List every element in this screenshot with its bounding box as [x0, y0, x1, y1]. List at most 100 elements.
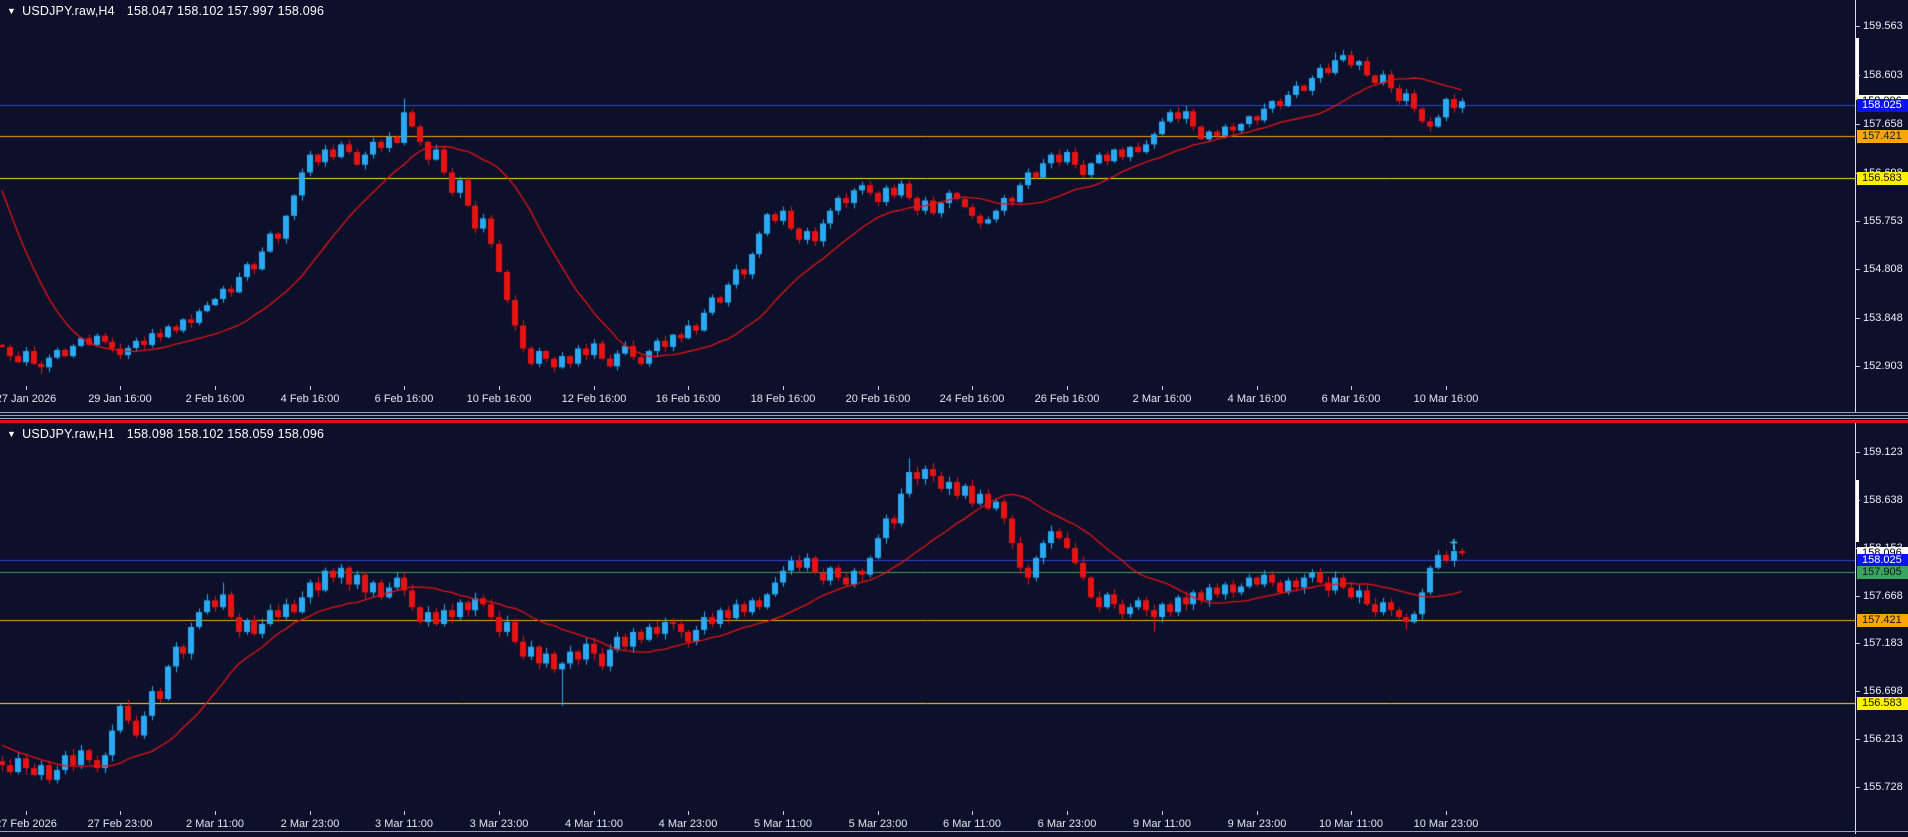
- time-label: 6 Mar 16:00: [1321, 393, 1381, 405]
- price-tick-dash: [1856, 26, 1860, 27]
- time-tick-dash: [215, 811, 216, 815]
- price-tick-dash: [1856, 318, 1860, 319]
- time-label: 26 Feb 16:00: [1034, 393, 1100, 405]
- time-label: 2 Mar 23:00: [280, 818, 340, 830]
- window-splitter[interactable]: [0, 412, 1908, 421]
- time-tick-dash: [1067, 811, 1068, 815]
- price-tick-dash: [1856, 124, 1860, 125]
- price-tick-dash: [1856, 643, 1860, 644]
- level-price-box: 158.025: [1857, 554, 1908, 567]
- time-label: 16 Feb 16:00: [655, 393, 721, 405]
- time-tick-dash: [310, 386, 311, 390]
- time-tick-dash: [1257, 386, 1258, 390]
- time-tick-dash: [499, 386, 500, 390]
- price-scale-label: 156.698: [1863, 685, 1903, 697]
- time-label: 3 Mar 11:00: [375, 818, 433, 830]
- time-label: 27 Feb 2026: [0, 818, 57, 830]
- time-label: 6 Mar 11:00: [943, 818, 1001, 830]
- price-scale-label: 155.728: [1863, 781, 1903, 793]
- time-label: 2 Mar 16:00: [1132, 393, 1192, 405]
- time-tick-dash: [26, 811, 27, 815]
- time-tick-dash: [688, 386, 689, 390]
- level-price-box: 157.421: [1857, 614, 1908, 627]
- time-label: 20 Feb 16:00: [845, 393, 911, 405]
- chart-window-h1: ▼ USDJPY.raw,H1 158.098 158.102 158.059 15…: [0, 423, 1908, 834]
- h4-symbol-period: USDJPY.raw,H4: [22, 4, 115, 18]
- scale-range-strip: [1856, 480, 1859, 542]
- time-tick-dash: [972, 811, 973, 815]
- price-scale-label: 155.753: [1863, 215, 1903, 227]
- price-scale-label: 157.658: [1863, 118, 1903, 130]
- time-label: 4 Mar 11:00: [565, 818, 623, 830]
- h1-price-scale[interactable]: 159.123158.638158.153157.668157.183156.6…: [1855, 423, 1908, 834]
- h4-chart-title: ▼ USDJPY.raw,H4 158.047 158.102 157.997 15…: [7, 4, 324, 18]
- time-tick-dash: [1257, 811, 1258, 815]
- time-label: 6 Feb 16:00: [374, 393, 434, 405]
- time-tick-dash: [783, 811, 784, 815]
- time-tick-dash: [310, 811, 311, 815]
- h1-chart-title: ▼ USDJPY.raw,H1 158.098 158.102 158.059 15…: [7, 427, 324, 441]
- time-tick-dash: [215, 386, 216, 390]
- time-label: 10 Mar 16:00: [1413, 393, 1479, 405]
- price-tick-dash: [1856, 366, 1860, 367]
- price-scale-label: 158.603: [1863, 69, 1903, 81]
- time-label: 24 Feb 16:00: [939, 393, 1005, 405]
- h4-price-chart-canvas[interactable]: [0, 0, 1855, 392]
- time-tick-dash: [1162, 811, 1163, 815]
- price-scale-label: 159.123: [1863, 446, 1903, 458]
- h4-price-scale[interactable]: 159.563158.603157.658156.698155.753154.8…: [1855, 0, 1908, 412]
- time-tick-dash: [1351, 386, 1352, 390]
- time-label: 10 Feb 16:00: [466, 393, 532, 405]
- time-label: 18 Feb 16:00: [750, 393, 816, 405]
- price-tick-dash: [1856, 452, 1860, 453]
- time-label: 5 Mar 11:00: [754, 818, 812, 830]
- time-tick-dash: [404, 386, 405, 390]
- time-tick-dash: [783, 386, 784, 390]
- h4-time-axis[interactable]: 27 Jan 2026 29 Jan 16:00 2 Feb 16:00 4 Feb …: [0, 386, 1855, 412]
- price-scale-label: 158.638: [1863, 494, 1903, 506]
- time-label: 10 Mar 23:00: [1413, 818, 1479, 830]
- time-tick-dash: [499, 811, 500, 815]
- active-window-border: [0, 420, 1908, 423]
- time-tick-dash: [878, 386, 879, 390]
- level-price-box: 157.905: [1857, 566, 1908, 579]
- h4-ohlc-quote: 158.047 158.102 157.997 158.096: [126, 4, 325, 18]
- price-tick-dash: [1856, 596, 1860, 597]
- time-label: 4 Mar 16:00: [1227, 393, 1287, 405]
- price-scale-label: 152.903: [1863, 360, 1903, 372]
- time-tick-dash: [404, 811, 405, 815]
- time-tick-dash: [972, 386, 973, 390]
- price-tick-dash: [1856, 691, 1860, 692]
- h1-price-chart-canvas[interactable]: [0, 423, 1855, 815]
- time-tick-dash: [1162, 386, 1163, 390]
- time-tick-dash: [26, 386, 27, 390]
- time-label: 2 Mar 11:00: [186, 818, 244, 830]
- price-tick-dash: [1856, 787, 1860, 788]
- price-tick-dash: [1856, 221, 1860, 222]
- time-tick-dash: [1446, 386, 1447, 390]
- chart-menu-icon: ▼: [7, 6, 17, 16]
- time-label: 9 Mar 11:00: [1133, 818, 1191, 830]
- time-tick-dash: [120, 811, 121, 815]
- time-label: 4 Feb 16:00: [280, 393, 340, 405]
- time-label: 3 Mar 23:00: [469, 818, 529, 830]
- time-label: 27 Jan 2026: [0, 393, 57, 405]
- chart-menu-icon: ▼: [7, 429, 17, 439]
- level-price-box: 156.583: [1857, 697, 1908, 710]
- time-tick-dash: [594, 386, 595, 390]
- h1-ohlc-quote: 158.098 158.102 158.059 158.096: [126, 427, 325, 441]
- time-tick-dash: [1351, 811, 1352, 815]
- time-tick-dash: [878, 811, 879, 815]
- chart-window-h4: ▼ USDJPY.raw,H4 158.047 158.102 157.997 15…: [0, 0, 1908, 412]
- price-tick-dash: [1856, 739, 1860, 740]
- window-bottom-edge: [0, 831, 1908, 832]
- price-scale-label: 154.808: [1863, 263, 1903, 275]
- price-tick-dash: [1856, 269, 1860, 270]
- h1-time-axis[interactable]: 27 Feb 2026 27 Feb 23:00 2 Mar 11:00 2 Mar …: [0, 811, 1855, 837]
- scale-range-strip: [1856, 38, 1859, 100]
- time-tick-dash: [120, 386, 121, 390]
- time-label: 29 Jan 16:00: [88, 393, 152, 405]
- level-price-box: 157.421: [1857, 130, 1908, 143]
- time-label: 27 Feb 23:00: [87, 818, 153, 830]
- time-label: 12 Feb 16:00: [561, 393, 627, 405]
